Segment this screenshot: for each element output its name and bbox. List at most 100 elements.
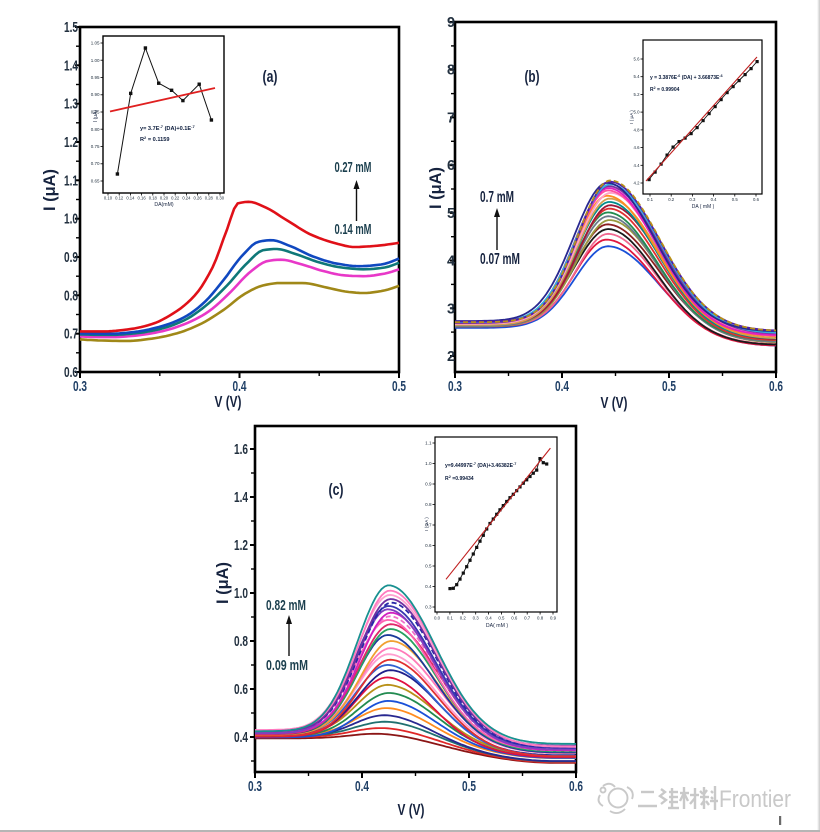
svg-text:0.4: 0.4 <box>486 616 493 621</box>
svg-text:0.85: 0.85 <box>91 110 100 115</box>
svg-text:1.5: 1.5 <box>64 19 78 36</box>
svg-text:0.7: 0.7 <box>425 523 432 528</box>
svg-text:0.3: 0.3 <box>73 378 87 395</box>
svg-text:0.75: 0.75 <box>91 144 100 149</box>
svg-text:0.5: 0.5 <box>662 378 676 395</box>
svg-text:0.4: 0.4 <box>711 197 718 202</box>
svg-text:8: 8 <box>447 62 455 79</box>
svg-text:0.2: 0.2 <box>460 616 467 621</box>
svg-text:4.8: 4.8 <box>634 127 641 132</box>
svg-text:1.1: 1.1 <box>425 441 432 446</box>
svg-text:0.9: 0.9 <box>64 249 78 266</box>
svg-text:0.24: 0.24 <box>182 196 191 201</box>
svg-text:0.10: 0.10 <box>104 196 113 201</box>
svg-text:2: 2 <box>447 348 455 365</box>
svg-text:1.0: 1.0 <box>64 211 78 228</box>
svg-text:0.20: 0.20 <box>160 196 169 201</box>
svg-text:y=9.44997E-7 (DA)+3.46382E-7: y=9.44997E-7 (DA)+3.46382E-7 <box>445 462 516 469</box>
svg-text:0.9: 0.9 <box>425 482 432 487</box>
svg-text:1.0: 1.0 <box>234 585 248 602</box>
svg-text:y = 3.3876E-6 (DA) + 3.66873E-: y = 3.3876E-6 (DA) + 3.66873E-6 <box>650 74 723 81</box>
svg-text:V (V): V (V) <box>601 395 628 412</box>
svg-text:0.6: 0.6 <box>753 197 760 202</box>
svg-text:0.80: 0.80 <box>91 127 100 132</box>
svg-text:4.4: 4.4 <box>634 163 641 168</box>
svg-text:0.22: 0.22 <box>171 196 180 201</box>
svg-text:0.82 mM: 0.82 mM <box>266 597 306 614</box>
svg-text:7: 7 <box>447 109 455 126</box>
svg-text:V (V): V (V) <box>398 802 425 819</box>
svg-text:0.65: 0.65 <box>91 179 100 184</box>
svg-text:0.27 mM: 0.27 mM <box>335 159 372 176</box>
svg-text:(a): (a) <box>263 67 278 86</box>
svg-text:0.5: 0.5 <box>425 564 432 569</box>
svg-text:0.7: 0.7 <box>524 616 531 621</box>
svg-text:0.5: 0.5 <box>732 197 739 202</box>
svg-text:5.2: 5.2 <box>634 92 641 97</box>
svg-text:0.8: 0.8 <box>234 633 248 650</box>
svg-text:0.18: 0.18 <box>149 196 158 201</box>
svg-text:(c): (c) <box>329 480 344 499</box>
svg-text:0.26: 0.26 <box>194 196 203 201</box>
svg-text:0.8: 0.8 <box>537 616 544 621</box>
svg-text:1.1: 1.1 <box>64 172 78 189</box>
svg-text:I (μA): I (μA) <box>213 562 232 604</box>
svg-text:I (μA): I (μA) <box>40 169 59 211</box>
svg-text:DA( mM ): DA( mM ) <box>486 623 508 629</box>
svg-text:0.5: 0.5 <box>462 778 476 795</box>
svg-text:5.4: 5.4 <box>634 74 641 79</box>
svg-text:0.3: 0.3 <box>448 378 462 395</box>
svg-text:5: 5 <box>447 205 455 222</box>
svg-text:0.9: 0.9 <box>550 616 557 621</box>
svg-text:0.4: 0.4 <box>555 378 569 395</box>
svg-text:0.2: 0.2 <box>668 197 675 202</box>
svg-text:0.6: 0.6 <box>511 616 518 621</box>
svg-text:0.6: 0.6 <box>769 378 783 395</box>
svg-text:0.95: 0.95 <box>91 75 100 80</box>
svg-text:0.3: 0.3 <box>248 778 262 795</box>
svg-text:0.28: 0.28 <box>205 196 214 201</box>
svg-text:4: 4 <box>447 253 456 270</box>
svg-text:I (μA): I (μA) <box>93 110 99 123</box>
svg-text:9: 9 <box>447 14 455 31</box>
svg-text:1.0: 1.0 <box>425 461 432 466</box>
svg-text:0.4: 0.4 <box>425 584 432 589</box>
svg-text:0.5: 0.5 <box>498 616 505 621</box>
svg-text:0.6: 0.6 <box>425 543 432 548</box>
svg-text:6: 6 <box>447 157 455 174</box>
svg-text:5.0: 5.0 <box>634 110 641 115</box>
svg-text:1.2: 1.2 <box>64 134 78 151</box>
svg-text:0.09 mM: 0.09 mM <box>266 657 308 674</box>
svg-text:I ( μA ): I ( μA ) <box>629 110 634 124</box>
svg-text:R2 = 0.99904: R2 = 0.99904 <box>650 86 680 93</box>
svg-text:0.4: 0.4 <box>355 778 369 795</box>
svg-text:0.14: 0.14 <box>126 196 135 201</box>
svg-text:0.6: 0.6 <box>234 681 248 698</box>
svg-text:0.8: 0.8 <box>425 502 432 507</box>
svg-text:0.30: 0.30 <box>216 196 225 201</box>
svg-text:1.4: 1.4 <box>234 489 248 506</box>
svg-text:0.07 mM: 0.07 mM <box>480 251 520 268</box>
svg-text:0.16: 0.16 <box>138 196 147 201</box>
svg-text:0.5: 0.5 <box>392 378 406 395</box>
svg-text:1.05: 1.05 <box>91 41 100 46</box>
svg-text:(b): (b) <box>525 67 540 86</box>
svg-text:R2 =0.99434: R2 =0.99434 <box>445 475 474 482</box>
svg-text:3: 3 <box>447 300 455 317</box>
svg-text:0.7: 0.7 <box>64 326 78 343</box>
svg-text:0.1: 0.1 <box>647 197 654 202</box>
svg-text:1.00: 1.00 <box>91 58 100 63</box>
svg-text:0.12: 0.12 <box>115 196 124 201</box>
svg-text:0.4: 0.4 <box>233 378 247 395</box>
svg-text:DA(mM): DA(mM) <box>154 202 174 208</box>
svg-text:0.3: 0.3 <box>425 605 432 610</box>
svg-text:0.0: 0.0 <box>434 616 441 621</box>
svg-text:0.6: 0.6 <box>569 778 583 795</box>
svg-text:4.2: 4.2 <box>634 181 641 186</box>
svg-text:0.7 mM: 0.7 mM <box>480 189 514 206</box>
svg-text:0.1: 0.1 <box>447 616 454 621</box>
svg-text:R2 = 0.1159: R2 = 0.1159 <box>140 135 169 143</box>
svg-text:4.6: 4.6 <box>634 145 641 150</box>
svg-text:1.2: 1.2 <box>234 537 248 554</box>
svg-text:1.4: 1.4 <box>64 57 78 74</box>
